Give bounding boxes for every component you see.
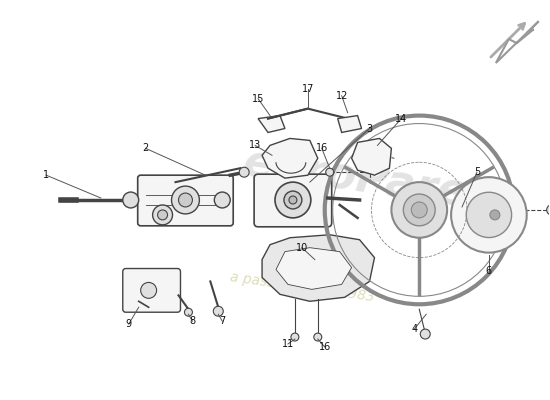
Circle shape	[490, 210, 500, 220]
Circle shape	[179, 193, 192, 207]
Text: 11: 11	[282, 339, 294, 349]
Circle shape	[275, 182, 311, 218]
Circle shape	[152, 205, 173, 225]
Polygon shape	[276, 248, 351, 289]
Polygon shape	[351, 138, 392, 175]
Circle shape	[392, 182, 447, 238]
Circle shape	[213, 306, 223, 316]
FancyBboxPatch shape	[123, 268, 180, 312]
Text: 4: 4	[411, 324, 417, 334]
Text: 3: 3	[366, 124, 372, 134]
Polygon shape	[258, 116, 285, 132]
Text: 8: 8	[189, 316, 195, 326]
Circle shape	[291, 333, 299, 341]
Circle shape	[411, 202, 427, 218]
Text: 12: 12	[336, 91, 348, 101]
Circle shape	[420, 329, 430, 339]
Text: 16: 16	[318, 342, 331, 352]
Text: 14: 14	[395, 114, 408, 124]
Text: euroPares: euroPares	[240, 141, 496, 219]
Circle shape	[326, 168, 334, 176]
Circle shape	[451, 177, 527, 253]
Text: 6: 6	[486, 266, 492, 276]
Circle shape	[123, 192, 139, 208]
Circle shape	[184, 308, 192, 316]
Circle shape	[239, 167, 249, 177]
Text: 16: 16	[316, 143, 328, 153]
Polygon shape	[338, 116, 361, 132]
Circle shape	[547, 205, 550, 215]
Text: 10: 10	[296, 243, 308, 253]
FancyBboxPatch shape	[254, 174, 332, 227]
Circle shape	[466, 192, 512, 238]
Circle shape	[141, 282, 157, 298]
Text: 7: 7	[219, 316, 225, 326]
Text: 1: 1	[43, 170, 49, 180]
Circle shape	[172, 186, 200, 214]
Circle shape	[314, 333, 322, 341]
Circle shape	[284, 191, 302, 209]
Polygon shape	[262, 235, 375, 301]
Circle shape	[289, 196, 297, 204]
Text: 15: 15	[252, 94, 264, 104]
Text: 9: 9	[126, 319, 132, 329]
Text: 5: 5	[474, 167, 480, 177]
Text: 2: 2	[142, 143, 149, 153]
Circle shape	[403, 194, 435, 226]
Circle shape	[158, 210, 168, 220]
Polygon shape	[496, 21, 538, 63]
FancyBboxPatch shape	[138, 175, 233, 226]
Text: 13: 13	[249, 140, 261, 150]
Polygon shape	[262, 138, 318, 178]
Text: 17: 17	[301, 84, 314, 94]
Text: a passion since 1983: a passion since 1983	[229, 270, 376, 304]
Circle shape	[214, 192, 230, 208]
